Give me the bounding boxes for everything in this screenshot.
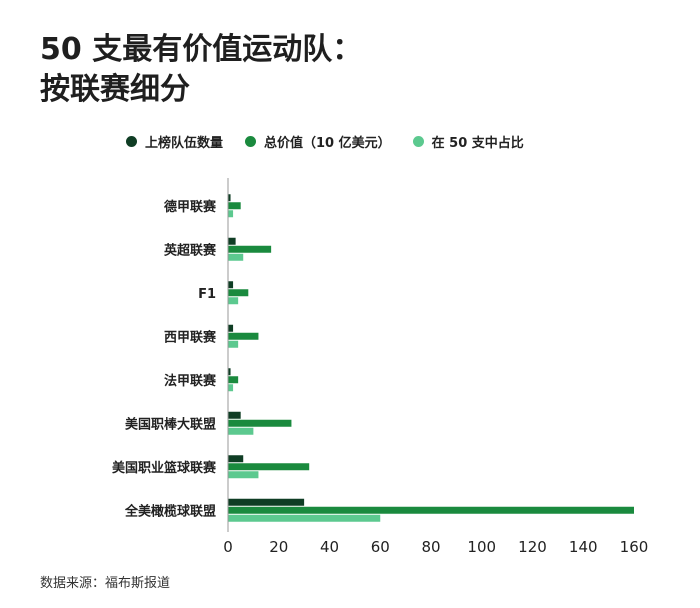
bar-share [228,471,259,479]
chart-legend: 上榜队伍数量 总价值（10 亿美元） 在 50 支中占比 [126,132,524,151]
category-label: 美国职业篮球联赛 [112,460,217,476]
bar-teams [228,411,241,419]
legend-label-value: 总价值（10 亿美元） [264,136,391,151]
bar-share [228,253,244,261]
bar-teams [228,237,236,245]
bar-value [228,506,634,514]
x-tick-label: 140 [569,538,598,556]
bar-teams [228,281,234,289]
bar-share [228,427,254,435]
x-tick-label: 0 [223,538,233,556]
legend-item-value: 总价值（10 亿美元） [245,132,391,151]
bar-teams [228,498,305,506]
legend-swatch-teams [126,136,137,147]
chart-title-line-1: 50 支最有价值运动队： [40,32,363,67]
bar-value [228,245,272,253]
legend-item-share: 在 50 支中占比 [412,132,524,151]
category-label: 法甲联赛 [164,373,217,389]
x-tick-label: 100 [467,538,496,556]
bar-value [228,202,241,210]
x-tick-label: 160 [620,538,649,556]
legend-label-teams: 上榜队伍数量 [145,136,224,151]
bar-value [228,332,259,340]
bar-value [228,376,239,384]
bar-share [228,297,239,305]
category-label: 德甲联赛 [164,199,217,215]
bar-teams [228,368,231,376]
category-label: 美国职棒大联盟 [125,416,216,432]
category-label: 西甲联赛 [164,329,217,345]
category-label: 英超联赛 [163,242,217,258]
x-tick-label: 60 [371,538,390,556]
bar-share [228,210,234,218]
bar-value [228,419,292,427]
bar-teams [228,194,231,202]
x-tick-label: 80 [421,538,440,556]
bar-value [228,289,249,297]
x-tick-label: 40 [320,538,339,556]
x-tick-label: 120 [518,538,547,556]
chart-title: 50 支最有价值运动队： 按联赛细分 [40,30,660,110]
bar-share [228,340,239,348]
category-label: 全美橄榄球联盟 [124,503,216,519]
bar-teams [228,455,244,463]
legend-label-share: 在 50 支中占比 [431,136,524,151]
bar-share [228,514,381,522]
legend-swatch-value [245,136,257,147]
chart-title-line-2: 按联赛细分 [40,72,190,107]
source-note: 数据来源：福布斯报道 [40,576,171,591]
legend-swatch-share [412,136,424,147]
bar-teams [228,324,234,332]
bar-value [228,463,310,471]
bar-share [228,384,234,392]
x-tick-label: 20 [269,538,288,556]
legend-item-teams: 上榜队伍数量 [126,132,223,151]
category-label: F1 [198,287,216,302]
